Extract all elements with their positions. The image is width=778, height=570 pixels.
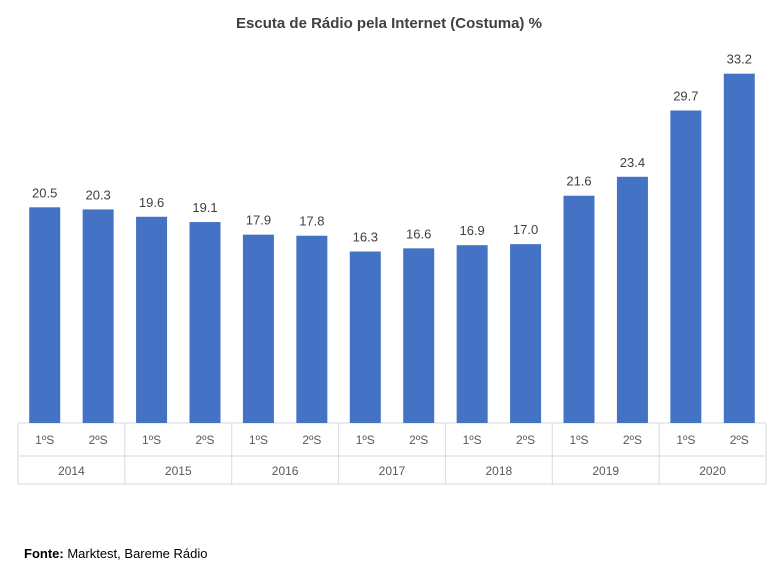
data-label: 33.2 — [727, 52, 752, 67]
bar-2019-2 — [616, 176, 648, 423]
data-label: 21.6 — [566, 174, 591, 189]
data-label: 16.9 — [459, 223, 484, 238]
year-label: 2018 — [486, 464, 513, 478]
tick-label: 1ºS — [569, 433, 588, 447]
year-label: 2014 — [58, 464, 85, 478]
bar-2014-2 — [82, 209, 114, 423]
data-label: 20.3 — [85, 187, 110, 202]
bar-2020-1 — [670, 110, 702, 424]
tick-label: 2ºS — [302, 433, 321, 447]
data-label: 17.9 — [246, 213, 271, 228]
bar-2016-2 — [296, 235, 328, 423]
tick-label: 2ºS — [409, 433, 428, 447]
chart-title: Escuta de Rádio pela Internet (Costuma) … — [236, 15, 542, 32]
tick-label: 2ºS — [516, 433, 535, 447]
bar-2019-1 — [563, 195, 595, 423]
bar-2016-1 — [242, 234, 274, 423]
year-label: 2015 — [165, 464, 192, 478]
year-label: 2016 — [272, 464, 299, 478]
year-label: 2019 — [592, 464, 619, 478]
tick-label: 1ºS — [142, 433, 161, 447]
tick-label: 1ºS — [35, 433, 54, 447]
data-label: 17.8 — [299, 214, 324, 229]
year-label: 2020 — [699, 464, 726, 478]
bar-2018-1 — [456, 245, 488, 423]
data-label: 17.0 — [513, 222, 538, 237]
tick-label: 1ºS — [356, 433, 375, 447]
source-text: Marktest, Bareme Rádio — [63, 546, 208, 561]
bar-2017-1 — [349, 251, 381, 423]
tick-label: 2ºS — [623, 433, 642, 447]
bar-2014-1 — [29, 207, 61, 423]
bar-chart: 20.5 1ºS 20.3 2ºS 2014 19.6 1ºS 19.1 2ºS 2015 17.9… — [17, 52, 767, 485]
source-label: Fonte: — [24, 546, 64, 561]
bar-2020-2 — [723, 73, 755, 424]
data-label: 16.3 — [353, 229, 378, 244]
tick-label: 1ºS — [463, 433, 482, 447]
data-label: 19.6 — [139, 195, 164, 210]
bar-2015-2 — [189, 222, 221, 423]
tick-label: 1ºS — [249, 433, 268, 447]
tick-label: 1ºS — [676, 433, 695, 447]
data-label: 19.1 — [192, 200, 217, 215]
tick-label: 2ºS — [195, 433, 214, 447]
bar-2015-1 — [136, 216, 168, 423]
year-label: 2017 — [379, 464, 406, 478]
data-label: 29.7 — [673, 89, 698, 104]
bar-2017-2 — [403, 248, 435, 423]
tick-label: 2ºS — [89, 433, 108, 447]
data-label: 16.6 — [406, 226, 431, 241]
bar-2018-2 — [510, 244, 542, 423]
source-note: Fonte: Marktest, Bareme Rádio — [24, 546, 208, 561]
data-label: 23.4 — [620, 155, 645, 170]
tick-label: 2ºS — [730, 433, 749, 447]
data-label: 20.5 — [32, 185, 57, 200]
